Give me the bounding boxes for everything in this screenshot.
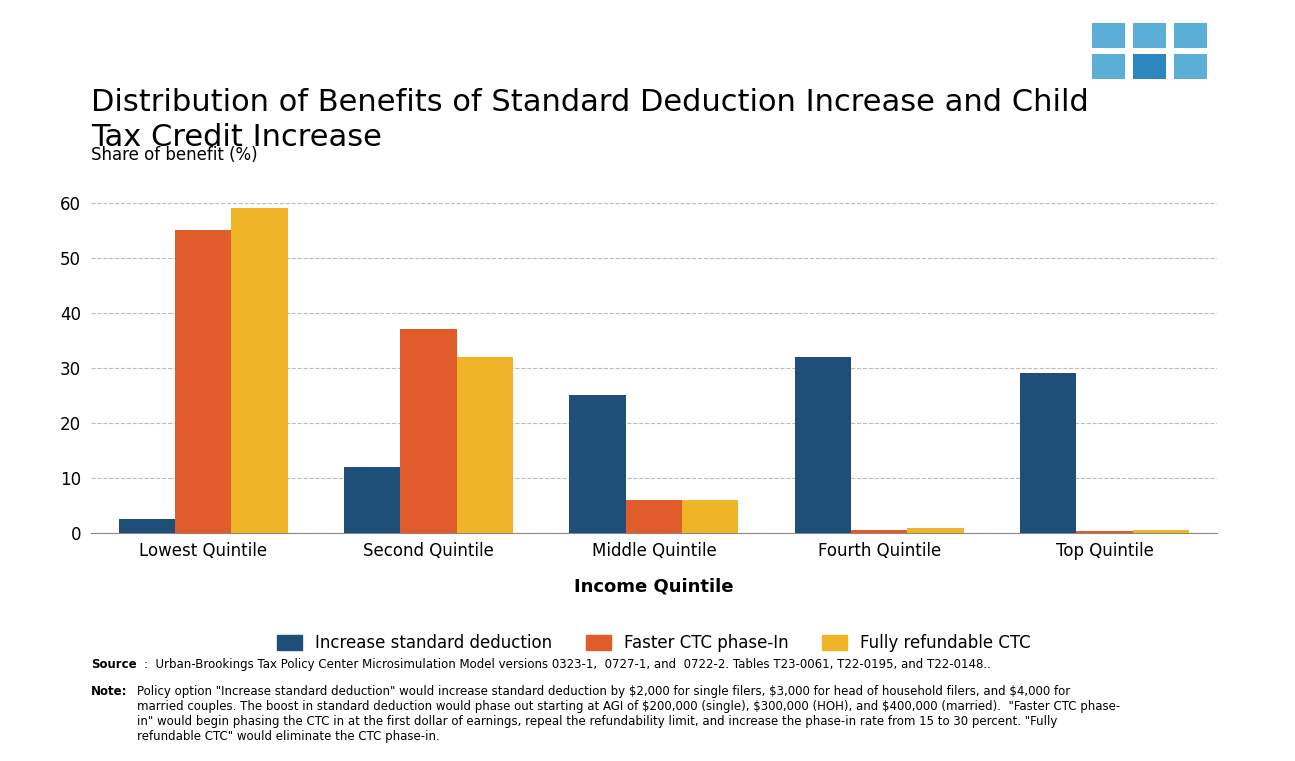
- Text: TPC: TPC: [1137, 104, 1213, 139]
- Bar: [570, 395, 625, 533]
- Bar: [1076, 531, 1133, 533]
- Bar: [1020, 373, 1076, 533]
- Bar: [344, 466, 400, 533]
- X-axis label: Income Quintile: Income Quintile: [574, 577, 734, 595]
- Bar: [175, 230, 232, 533]
- FancyBboxPatch shape: [1173, 23, 1207, 48]
- Bar: [1133, 530, 1189, 533]
- Text: Share of benefit (%): Share of benefit (%): [91, 145, 258, 164]
- Text: :  Urban-Brookings Tax Policy Center Microsimulation Model versions 0323-1,  072: : Urban-Brookings Tax Policy Center Micr…: [144, 658, 991, 671]
- FancyBboxPatch shape: [1092, 23, 1125, 48]
- FancyBboxPatch shape: [1173, 53, 1207, 79]
- Text: Policy option "Increase standard deduction" would increase standard deduction by: Policy option "Increase standard deducti…: [137, 685, 1120, 743]
- Bar: [851, 530, 908, 533]
- Bar: [457, 357, 513, 533]
- FancyBboxPatch shape: [1133, 53, 1167, 79]
- Text: Note:: Note:: [91, 685, 127, 698]
- Bar: [232, 208, 287, 533]
- FancyBboxPatch shape: [1133, 23, 1167, 48]
- Bar: [400, 329, 457, 533]
- FancyBboxPatch shape: [1092, 53, 1125, 79]
- Legend: Increase standard deduction, Faster CTC phase-In, Fully refundable CTC: Increase standard deduction, Faster CTC …: [277, 634, 1031, 652]
- Text: Distribution of Benefits of Standard Deduction Increase and Child
Tax Credit Inc: Distribution of Benefits of Standard Ded…: [91, 88, 1088, 152]
- Text: Source: Source: [91, 658, 136, 671]
- Bar: [682, 500, 738, 533]
- Bar: [625, 500, 682, 533]
- Bar: [908, 528, 963, 533]
- Bar: [119, 519, 175, 533]
- Bar: [795, 357, 851, 533]
